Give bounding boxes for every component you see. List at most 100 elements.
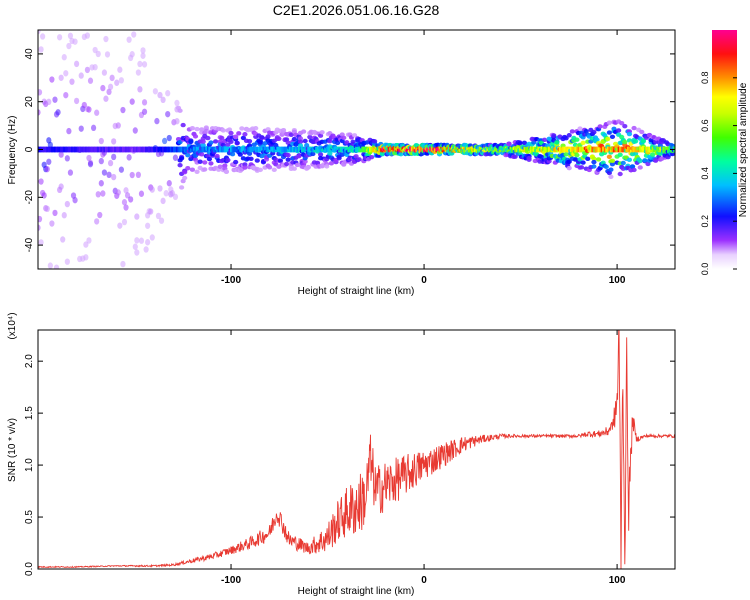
heatmap-core [135,146,139,153]
heatmap-cell [149,234,155,241]
heatmap-core [106,146,109,153]
heatmap-cell [189,167,196,172]
heatmap-core [185,146,188,153]
heatmap-cell [100,190,106,197]
heatmap-cell [100,84,106,92]
heatmap-cell [109,74,115,82]
heatmap-core [100,146,103,153]
heatmap-cell [294,162,301,168]
heatmap-core [84,146,88,153]
heatmap-core [60,146,63,153]
heatmap-core [43,146,46,153]
heatmap-core [282,146,285,153]
colorbar-label: Normalized spectral amplitude [738,82,749,217]
heatmap-cell [135,171,141,179]
heatmap-cell [64,155,70,162]
heatmap-core [355,146,358,153]
heatmap-core [369,146,372,153]
heatmap-cell [166,134,172,142]
heatmap-cell [626,157,633,163]
heatmap-cell [104,51,111,58]
heatmap-core [324,146,327,153]
heatmap-cell [120,106,126,114]
heatmap-core [158,146,162,153]
heatmap-core [233,146,236,153]
heatmap-core [291,146,294,153]
heatmap-cell [84,32,91,39]
heatmap-core [155,146,159,153]
heatmap-cell [114,79,120,86]
spectrogram-panel: -40 -20 0 20 40 -100 0 100 Frequency (Hz) Heig… [7,29,676,297]
heatmap-core [101,146,105,153]
heatmap-cell [157,185,163,192]
colorbar-tick-label: 0.6 [700,119,710,132]
spectrogram-heatmap [38,30,675,269]
heatmap-cell [597,124,603,129]
heatmap-cell [197,159,203,164]
heatmap-cell [194,169,200,175]
heatmap-core [165,146,168,153]
heatmap-core [186,146,189,153]
heatmap-cell [212,139,219,144]
y-tick-label: 40 [24,48,35,60]
heatmap-cell [262,141,268,146]
heatmap-cell [246,151,253,156]
heatmap-cell [182,169,188,175]
heatmap-cell [200,139,206,144]
heatmap-cell [94,218,100,225]
heatmap-cell [67,169,74,176]
heatmap-cell [134,237,140,244]
heatmap-core [143,146,146,153]
figure-title: C2E1.2026.051.06.16.G28 [273,2,440,18]
heatmap-cell [324,164,330,169]
heatmap-cell [84,66,91,74]
heatmap-cell [223,169,229,174]
heatmap-core [231,146,234,153]
heatmap-core [407,146,410,153]
heatmap-cell [86,106,92,113]
heatmap-cell [160,96,166,104]
heatmap-core [596,146,599,153]
heatmap-core [191,146,194,153]
x-tick-label: 100 [609,275,626,286]
heatmap-cell [106,171,112,179]
heatmap-cell [563,152,569,157]
heatmap-cell [368,155,375,160]
heatmap-cell [143,246,149,253]
heatmap-cell [129,98,135,105]
heatmap-cell [617,152,623,158]
heatmap-core [285,146,288,153]
heatmap-cell [134,249,140,256]
heatmap-core [254,146,257,153]
heatmap-core [117,146,120,153]
heatmap-cell [49,220,55,227]
heatmap-cell [619,121,625,126]
heatmap-cell [233,134,239,139]
heatmap-core [535,146,538,153]
heatmap-cell [87,160,94,168]
y-tick-label: 0.0 [24,562,35,576]
heatmap-cell [351,133,358,138]
heatmap-cell [219,135,225,141]
heatmap-cell [259,135,265,140]
snr-plot-area [38,330,675,569]
heatmap-core [325,146,328,153]
heatmap-core [202,146,205,153]
heatmap-cell [327,151,333,156]
heatmap-core [352,146,355,153]
snr-line [38,330,675,569]
heatmap-core [591,146,594,153]
heatmap-cell [123,204,129,211]
heatmap-core [645,146,648,153]
heatmap-core [225,146,228,153]
colorbar-tick-label: 0.0 [700,263,710,276]
y-tick-label: -40 [24,237,35,252]
heatmap-core [157,146,160,153]
heatmap-core [234,146,237,153]
heatmap-cell [131,31,137,38]
heatmap-cell [284,161,290,167]
heatmap-cell [117,222,123,229]
heatmap-cell [242,165,248,170]
heatmap-core [279,146,282,153]
snr-frame [37,329,676,570]
